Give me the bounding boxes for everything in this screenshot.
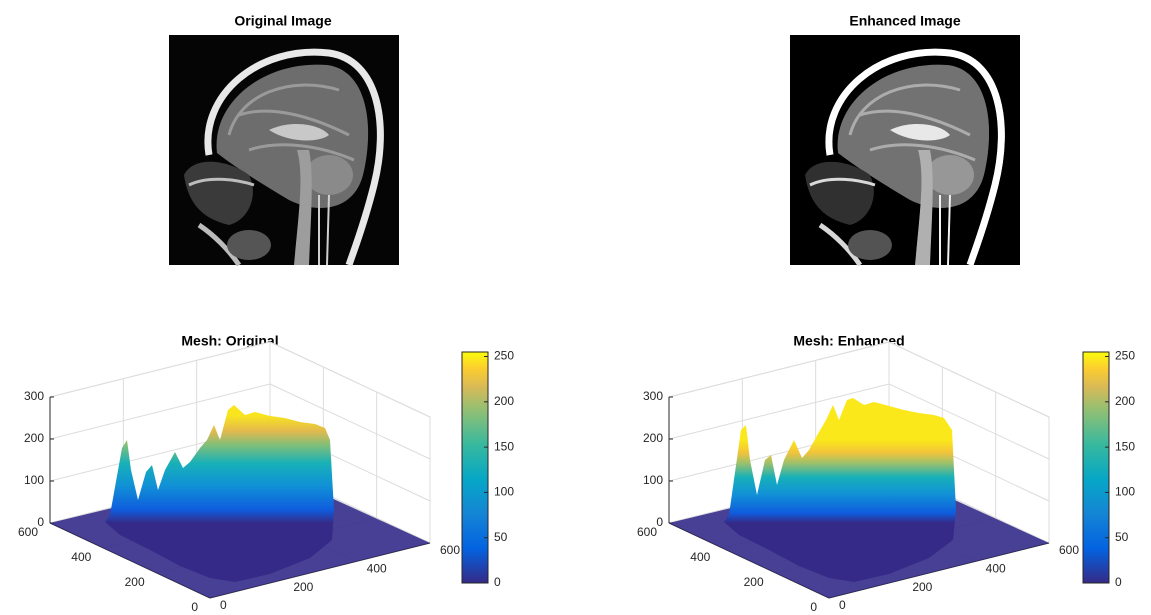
- colorbar-tick-label: 0: [1115, 575, 1122, 589]
- y-tick-label: 200: [125, 575, 145, 589]
- colorbar-tick-label: 200: [494, 394, 514, 408]
- grid-line: [668, 341, 890, 398]
- surface: [50, 405, 430, 598]
- grid-line: [668, 383, 890, 440]
- y-tick-label: 200: [744, 575, 764, 589]
- x-tick-label: 600: [1059, 543, 1079, 557]
- x-tick-label: 0: [839, 598, 846, 612]
- colorbar-tick-label: 50: [494, 530, 508, 544]
- y-tick-label: 400: [71, 550, 91, 564]
- image-title: Enhanced Image: [849, 13, 960, 29]
- y-tick-label: 600: [18, 525, 38, 539]
- x-tick-label: 200: [912, 580, 932, 594]
- grid-line: [888, 341, 1050, 418]
- colorbar-tick-label: 250: [494, 349, 514, 363]
- colorbar-tick-label: 100: [1115, 485, 1135, 499]
- surface: [669, 398, 1049, 598]
- colorbar-tick-label: 200: [1115, 394, 1135, 408]
- grid-line: [269, 383, 431, 460]
- z-tick-label: 200: [24, 431, 44, 445]
- grid-line: [49, 341, 271, 398]
- grid-line: [269, 341, 431, 418]
- z-tick-label: 0: [656, 515, 663, 529]
- z-tick-label: 100: [24, 473, 44, 487]
- colorbar-tick-label: 250: [1115, 349, 1135, 363]
- y-tick-label: 0: [191, 600, 198, 614]
- mesh-title: Mesh: Original: [181, 333, 278, 349]
- colorbar-tick-label: 0: [494, 575, 501, 589]
- colorbar: [461, 351, 489, 584]
- enhanced-image: [790, 35, 1020, 265]
- x-tick-label: 600: [440, 543, 460, 557]
- colorbar-tick-label: 100: [494, 485, 514, 499]
- z-tick-label: 300: [643, 389, 663, 403]
- colorbar-tick-label: 150: [1115, 439, 1135, 453]
- z-tick-label: 0: [37, 515, 44, 529]
- original-image: [169, 35, 399, 265]
- z-tick-label: 100: [643, 473, 663, 487]
- grid-line: [49, 383, 271, 440]
- z-tick-label: 200: [643, 431, 663, 445]
- y-tick-label: 0: [810, 600, 817, 614]
- y-tick-label: 400: [690, 550, 710, 564]
- x-tick-label: 400: [986, 562, 1006, 576]
- colorbar-tick-label: 50: [1115, 530, 1129, 544]
- z-tick-label: 300: [24, 389, 44, 403]
- x-tick-label: 0: [220, 598, 227, 612]
- x-tick-label: 200: [293, 580, 313, 594]
- y-tick-label: 600: [637, 525, 657, 539]
- colorbar: [1082, 351, 1110, 584]
- grid-line: [888, 383, 1050, 460]
- colorbar-tick-label: 150: [494, 439, 514, 453]
- image-title: Original Image: [234, 13, 331, 29]
- x-tick-label: 400: [367, 562, 387, 576]
